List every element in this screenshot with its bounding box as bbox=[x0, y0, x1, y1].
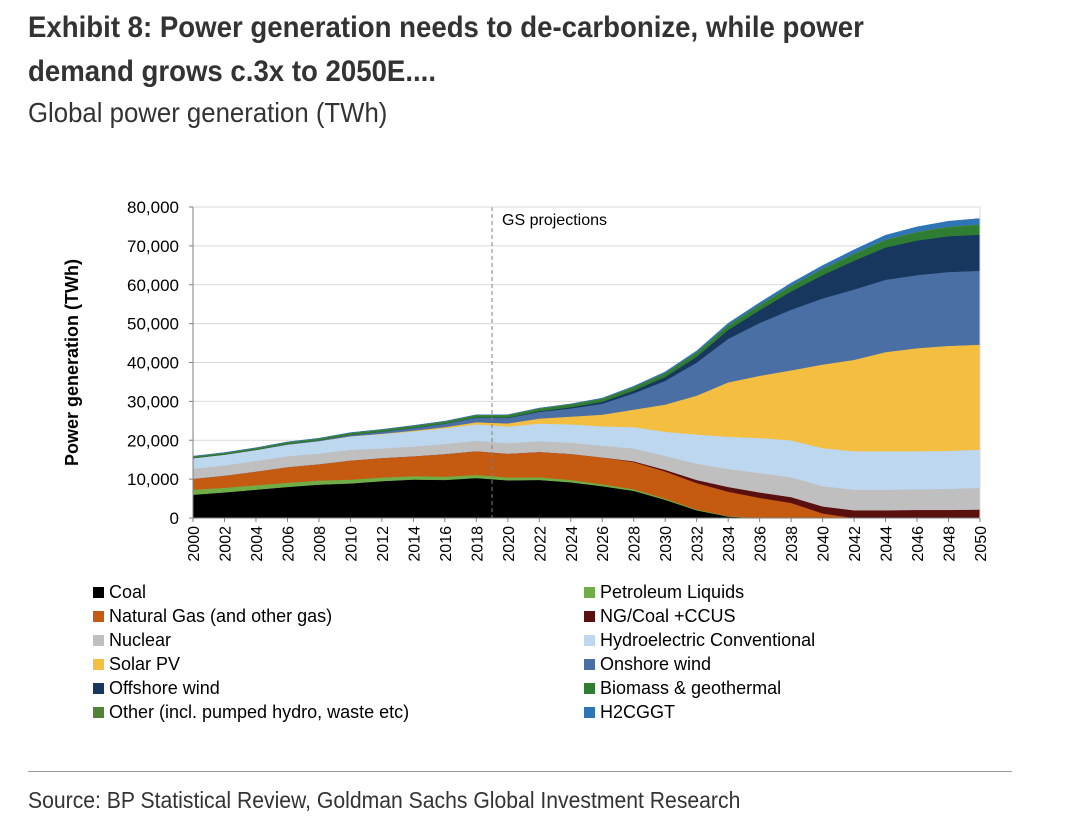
exhibit-subtitle: Global power generation (TWh) bbox=[28, 97, 388, 128]
x-tick-label: 2010 bbox=[343, 526, 360, 562]
legend-item: Hydroelectric Conventional bbox=[584, 628, 815, 652]
x-tick-label: 2040 bbox=[816, 526, 833, 562]
y-tick-label: 80,000 bbox=[127, 198, 179, 217]
y-tick-label: 20,000 bbox=[127, 431, 179, 450]
x-tick-label: 2030 bbox=[658, 526, 675, 562]
legend-swatch bbox=[93, 682, 104, 694]
legend-item: NG/Coal +CCUS bbox=[584, 604, 736, 628]
projection-annotation: GS projections bbox=[502, 212, 607, 229]
legend-swatch bbox=[93, 634, 104, 646]
x-tick-label: 2026 bbox=[595, 526, 612, 562]
x-tick-label: 2046 bbox=[910, 526, 927, 562]
stacked-area-chart: GS projections 0 10,000 20,000 30,000 40,000… bbox=[62, 198, 990, 562]
x-tick-label: 2002 bbox=[217, 526, 234, 562]
legend-label: Hydroelectric Conventional bbox=[600, 629, 816, 650]
legend-item: Natural Gas (and other gas) bbox=[93, 604, 332, 628]
x-tick-label: 2032 bbox=[690, 526, 707, 562]
legend-label: Natural Gas (and other gas) bbox=[109, 605, 333, 626]
x-axis-ticks: 2000 2002 2004 2006 2008 2010 2012 2014 2016 2018… bbox=[186, 518, 990, 562]
x-tick-label: 2042 bbox=[847, 526, 864, 562]
legend-swatch bbox=[93, 610, 104, 622]
legend-item: Nuclear bbox=[93, 628, 171, 652]
legend-label: Offshore wind bbox=[109, 677, 220, 698]
source-note: Source: BP Statistical Review, Goldman S… bbox=[28, 787, 741, 813]
x-tick-label: 2038 bbox=[784, 526, 801, 562]
legend-label: Coal bbox=[109, 581, 147, 602]
legend-swatch bbox=[93, 706, 104, 718]
legend: Coal Petroleum Liquids Natural Gas (and ot… bbox=[93, 580, 993, 722]
legend-label: NG/Coal +CCUS bbox=[600, 605, 736, 626]
x-tick-label: 2024 bbox=[564, 526, 581, 562]
legend-item: Onshore wind bbox=[584, 652, 711, 676]
legend-label: Nuclear bbox=[109, 629, 172, 650]
legend-label: Petroleum Liquids bbox=[600, 581, 745, 602]
x-tick-label: 2050 bbox=[973, 526, 990, 562]
x-tick-label: 2008 bbox=[312, 526, 329, 562]
legend-swatch bbox=[93, 586, 104, 598]
y-axis-label: Power generation (TWh) bbox=[62, 259, 82, 466]
y-tick-label: 10,000 bbox=[127, 470, 179, 489]
x-tick-label: 2044 bbox=[879, 526, 896, 562]
y-tick-label: 30,000 bbox=[127, 392, 179, 411]
x-tick-label: 2000 bbox=[186, 526, 203, 562]
x-tick-label: 2020 bbox=[501, 526, 518, 562]
legend-swatch bbox=[584, 706, 595, 718]
legend-item: Solar PV bbox=[93, 652, 180, 676]
x-tick-label: 2036 bbox=[753, 526, 770, 562]
exhibit-title: Exhibit 8: Power generation needs to de-… bbox=[28, 11, 864, 88]
legend-label: Solar PV bbox=[109, 653, 181, 674]
legend-label: H2CGGT bbox=[600, 701, 676, 722]
legend-swatch bbox=[584, 610, 595, 622]
x-tick-label: 2006 bbox=[280, 526, 297, 562]
legend-label: Biomass & geothermal bbox=[600, 677, 782, 698]
legend-swatch bbox=[584, 682, 595, 694]
legend-swatch bbox=[584, 658, 595, 670]
x-tick-label: 2028 bbox=[627, 526, 644, 562]
x-tick-label: 2014 bbox=[406, 526, 423, 562]
legend-swatch bbox=[584, 634, 595, 646]
x-tick-label: 2018 bbox=[469, 526, 486, 562]
x-tick-label: 2022 bbox=[532, 526, 549, 562]
y-tick-label: 60,000 bbox=[127, 276, 179, 295]
x-tick-label: 2004 bbox=[249, 526, 266, 562]
legend-swatch bbox=[584, 586, 595, 598]
x-tick-label: 2016 bbox=[438, 526, 455, 562]
legend-item: Petroleum Liquids bbox=[584, 580, 744, 604]
x-tick-label: 2034 bbox=[721, 526, 738, 562]
legend-item: Biomass & geothermal bbox=[584, 676, 781, 700]
divider bbox=[28, 771, 1012, 772]
legend-swatch bbox=[93, 658, 104, 670]
x-tick-label: 2048 bbox=[942, 526, 959, 562]
legend-item: H2CGGT bbox=[584, 700, 675, 724]
y-tick-label: 0 bbox=[170, 509, 179, 528]
y-tick-label: 70,000 bbox=[127, 237, 179, 256]
y-axis-ticks: 0 10,000 20,000 30,000 40,000 50,000 60,000 70,… bbox=[127, 198, 193, 528]
x-tick-label: 2012 bbox=[375, 526, 392, 562]
legend-item: Coal bbox=[93, 580, 146, 604]
y-tick-label: 50,000 bbox=[127, 315, 179, 334]
legend-item: Other (incl. pumped hydro, waste etc) bbox=[93, 700, 409, 724]
legend-label: Onshore wind bbox=[600, 653, 712, 674]
y-tick-label: 40,000 bbox=[127, 354, 179, 373]
legend-label: Other (incl. pumped hydro, waste etc) bbox=[109, 701, 410, 722]
legend-item: Offshore wind bbox=[93, 676, 220, 700]
